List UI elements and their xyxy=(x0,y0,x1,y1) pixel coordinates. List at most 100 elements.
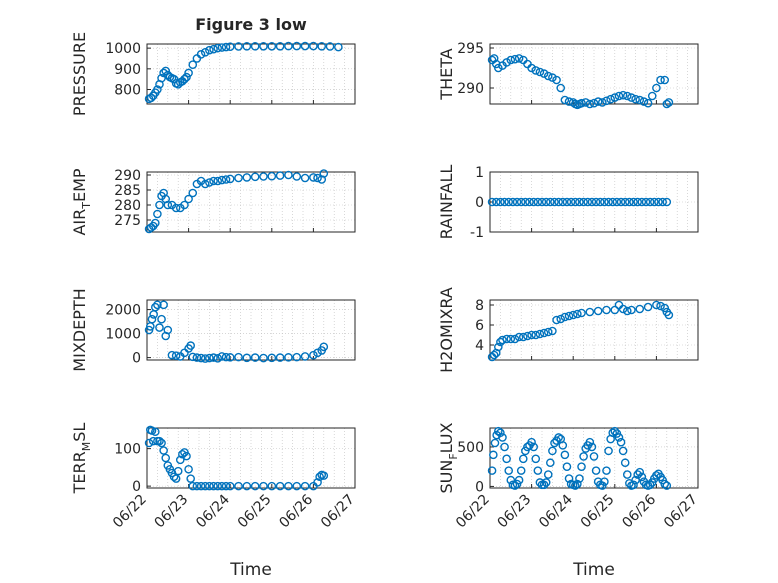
data-point xyxy=(487,466,497,475)
data-point xyxy=(292,481,302,491)
data-point xyxy=(660,75,670,85)
axes-box xyxy=(146,171,356,233)
data-point xyxy=(144,325,154,335)
data-point xyxy=(317,41,327,51)
data-point xyxy=(188,60,198,69)
data-point xyxy=(548,326,557,336)
data-point xyxy=(234,481,243,491)
data-point xyxy=(250,172,260,182)
y-tick-label: 0 xyxy=(475,195,484,211)
data-point xyxy=(171,474,181,483)
data-point xyxy=(606,94,615,104)
data-point xyxy=(225,481,235,491)
data-point xyxy=(635,95,645,105)
data-point xyxy=(541,478,551,487)
data-point xyxy=(593,97,603,106)
x-tick-label: 06/26 xyxy=(619,491,659,531)
data-point xyxy=(531,330,541,340)
y-tick-label: 1000 xyxy=(105,327,141,343)
data-point xyxy=(614,433,624,442)
subplot-h2omixra: 4 6 8 H2OMIXRA xyxy=(437,287,699,373)
data-point xyxy=(275,41,285,51)
data-point xyxy=(284,170,293,180)
data-point xyxy=(541,197,551,207)
data-point xyxy=(548,446,557,456)
data-point xyxy=(250,353,260,362)
data-point xyxy=(163,200,173,210)
data-point xyxy=(579,197,588,207)
data-point xyxy=(564,311,574,321)
data-point xyxy=(155,323,164,332)
y-tick-label: 800 xyxy=(114,83,141,99)
y-tick-label: 0 xyxy=(132,351,141,367)
data-point xyxy=(146,93,156,103)
y-tick-label: 6 xyxy=(475,318,484,334)
y-tick-label: 2000 xyxy=(105,303,141,319)
data-point xyxy=(171,203,181,213)
subplot-rainfall: -1 0 1 RAINFALL xyxy=(437,165,699,241)
data-point xyxy=(504,197,514,207)
data-point xyxy=(502,454,511,464)
data-point xyxy=(284,41,293,51)
y-axis-label: AIRTEMP xyxy=(70,168,93,235)
data-point xyxy=(625,197,634,207)
x-tick-label: 06/27 xyxy=(661,492,701,532)
data-point xyxy=(213,481,223,491)
data-point xyxy=(213,43,223,53)
data-point xyxy=(267,481,277,491)
data-point xyxy=(539,328,549,338)
data-point xyxy=(529,197,538,207)
y-axis-label: RAINFALL xyxy=(437,165,456,240)
data-point xyxy=(144,438,154,448)
data-point xyxy=(662,197,672,207)
data-point xyxy=(325,42,335,51)
data-point xyxy=(614,91,624,101)
data-point xyxy=(552,315,561,325)
data-point xyxy=(610,426,620,436)
data-point xyxy=(200,481,210,491)
y-tick-label: 290 xyxy=(457,81,484,97)
data-point xyxy=(629,480,638,490)
y-axis-label: MIXDEPTH xyxy=(70,288,89,371)
y-tick-label: 8 xyxy=(475,298,484,314)
data-point xyxy=(234,352,243,362)
data-point xyxy=(163,325,173,335)
data-point xyxy=(543,470,553,479)
data-point xyxy=(506,55,516,65)
data-point xyxy=(489,350,499,360)
data-point xyxy=(292,172,302,181)
data-point xyxy=(518,332,528,342)
data-point xyxy=(313,348,322,358)
data-point xyxy=(527,437,536,447)
data-point xyxy=(159,68,168,78)
y-tick-label: 100 xyxy=(114,442,141,458)
subplot-sun_flux: 0 500 06/22 06/23 06/24 06/25 06/26 06/27 SUNFLU… xyxy=(437,422,701,531)
data-point xyxy=(180,200,189,210)
data-point xyxy=(169,472,179,482)
data-point xyxy=(558,441,568,450)
y-tick-label: 1 xyxy=(475,165,484,181)
data-point xyxy=(514,475,524,485)
data-point xyxy=(259,353,268,363)
x-tick-label: 06/25 xyxy=(578,492,618,532)
data-point xyxy=(612,197,622,207)
data-point xyxy=(585,307,595,317)
data-point xyxy=(234,42,243,51)
data-point xyxy=(151,427,160,437)
subplot-terr_msl: 0 100 06/22 06/23 06/24 06/25 06/26 06/27 TERRMS… xyxy=(70,423,358,532)
y-tick-label: 280 xyxy=(114,198,141,214)
data-point xyxy=(500,442,509,452)
data-point xyxy=(284,353,293,362)
data-point xyxy=(529,442,538,452)
data-point xyxy=(656,301,665,311)
data-point xyxy=(157,314,166,324)
data-point xyxy=(155,200,164,210)
data-point xyxy=(334,42,343,52)
data-point xyxy=(161,453,171,463)
data-point xyxy=(221,481,231,491)
subplot-pressure: 800 900 1000 PRESSURE xyxy=(70,32,356,116)
data-point xyxy=(159,446,168,455)
data-point xyxy=(242,41,252,51)
data-point xyxy=(598,98,607,107)
data-point xyxy=(292,352,302,362)
